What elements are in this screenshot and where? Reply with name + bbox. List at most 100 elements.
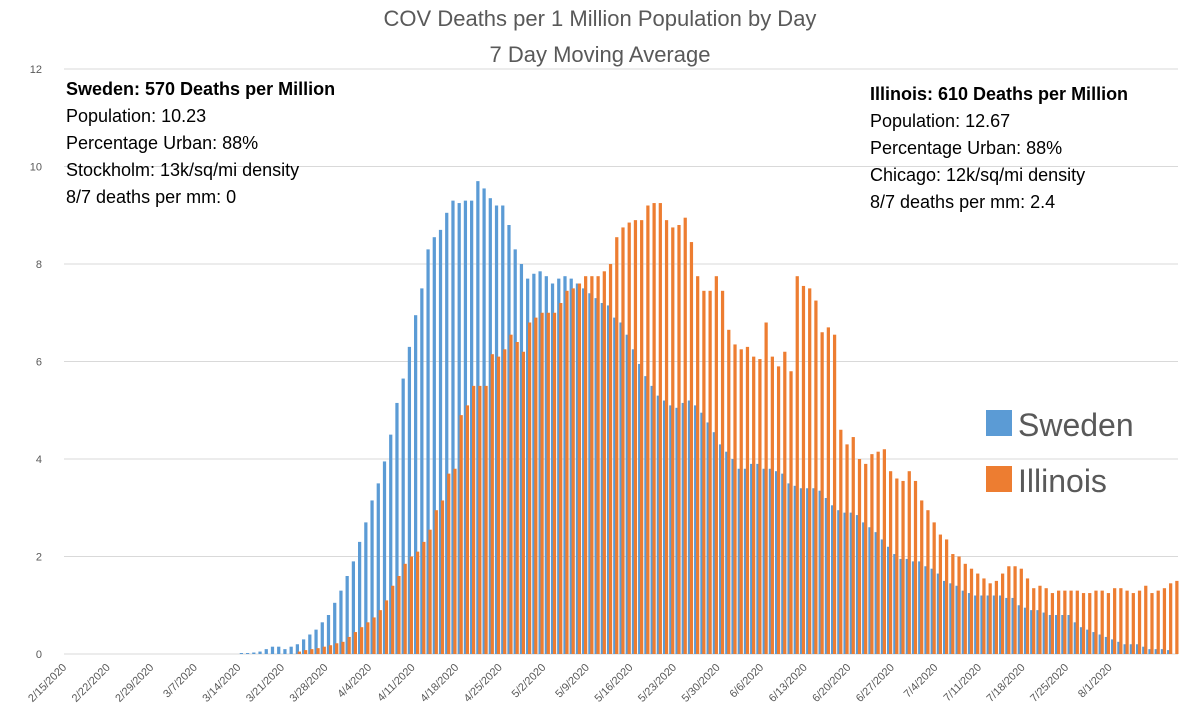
x-tick-label: 6/13/2020 bbox=[767, 662, 810, 705]
bar-illinois bbox=[615, 237, 619, 654]
bar-illinois bbox=[920, 500, 924, 654]
bar-illinois bbox=[391, 585, 395, 654]
sweden-annotation-line: Population: 10.23 bbox=[66, 106, 206, 126]
bar-sweden bbox=[706, 422, 710, 654]
bar-sweden bbox=[389, 434, 393, 655]
bar-illinois bbox=[1032, 588, 1036, 654]
bar-illinois bbox=[882, 449, 886, 654]
bar-illinois bbox=[708, 290, 712, 654]
illinois-annotation-line: 8/7 deaths per mm: 2.4 bbox=[870, 192, 1055, 212]
bar-sweden bbox=[700, 412, 704, 654]
bar-sweden bbox=[1167, 650, 1171, 654]
bar-sweden bbox=[333, 602, 337, 654]
bar-sweden bbox=[750, 463, 754, 655]
bar-sweden bbox=[270, 646, 275, 654]
bar-sweden bbox=[364, 522, 368, 655]
bar-illinois bbox=[1150, 593, 1154, 654]
bar-sweden bbox=[507, 225, 511, 654]
bar-sweden bbox=[563, 276, 567, 654]
bar-illinois bbox=[409, 556, 414, 654]
bar-sweden bbox=[451, 200, 455, 655]
bar-illinois bbox=[571, 288, 575, 655]
x-tick-label: 4/18/2020 bbox=[418, 662, 461, 705]
bar-illinois bbox=[1113, 588, 1117, 654]
bar-illinois bbox=[932, 522, 936, 655]
bar-sweden bbox=[308, 634, 312, 654]
bar-illinois bbox=[864, 463, 868, 655]
bar-illinois bbox=[689, 242, 694, 654]
bar-illinois bbox=[901, 480, 905, 654]
bar-illinois bbox=[540, 312, 544, 654]
bar-sweden bbox=[513, 249, 517, 654]
y-tick-label: 10 bbox=[30, 162, 42, 174]
bar-sweden bbox=[650, 385, 654, 655]
bar-illinois bbox=[1094, 590, 1098, 655]
bar-sweden bbox=[476, 181, 480, 654]
bar-sweden bbox=[992, 595, 997, 654]
bar-sweden bbox=[1086, 629, 1090, 655]
bar-illinois bbox=[845, 444, 849, 655]
bar-sweden bbox=[1104, 636, 1109, 654]
bar-sweden bbox=[326, 615, 331, 654]
bar-illinois bbox=[677, 225, 681, 654]
bar-sweden bbox=[731, 459, 735, 654]
bar-sweden bbox=[1148, 649, 1152, 655]
bar-illinois bbox=[870, 454, 874, 655]
bar-sweden bbox=[718, 444, 723, 655]
bar-sweden bbox=[961, 590, 965, 655]
bar-sweden bbox=[283, 649, 287, 655]
bar-sweden bbox=[382, 461, 387, 654]
bar-sweden bbox=[1011, 597, 1015, 654]
bar-illinois bbox=[764, 322, 768, 654]
bar-illinois bbox=[608, 264, 613, 654]
bar-sweden bbox=[301, 639, 306, 655]
bar-illinois bbox=[434, 510, 438, 654]
bar-sweden bbox=[818, 490, 822, 654]
bar-sweden bbox=[358, 541, 362, 655]
bar-illinois bbox=[969, 568, 974, 654]
x-tick-label: 7/4/2020 bbox=[902, 662, 941, 701]
bar-sweden bbox=[756, 463, 760, 655]
bar-sweden bbox=[737, 468, 741, 654]
bar-illinois bbox=[1125, 590, 1129, 655]
bar-illinois bbox=[440, 500, 445, 654]
bar-illinois bbox=[584, 276, 588, 654]
bar-sweden bbox=[494, 205, 499, 654]
bar-sweden bbox=[986, 595, 990, 654]
x-tick-label: 7/11/2020 bbox=[942, 662, 985, 705]
bar-sweden bbox=[1111, 639, 1115, 655]
bar-illinois bbox=[938, 534, 943, 654]
bar-illinois bbox=[801, 285, 806, 654]
bar-sweden bbox=[918, 561, 922, 655]
bar-illinois bbox=[913, 480, 918, 654]
bar-sweden bbox=[1142, 646, 1146, 654]
bar-sweden bbox=[768, 468, 772, 654]
bar-sweden bbox=[264, 649, 268, 655]
bar-illinois bbox=[696, 276, 700, 654]
bar-illinois bbox=[988, 583, 992, 654]
bar-sweden bbox=[320, 622, 324, 654]
x-tick-label: 8/1/2020 bbox=[1076, 662, 1115, 701]
bar-illinois bbox=[316, 648, 320, 654]
bar-illinois bbox=[621, 227, 625, 654]
bar-illinois bbox=[770, 356, 774, 655]
bar-illinois bbox=[1050, 593, 1055, 654]
bar-illinois bbox=[814, 300, 818, 654]
bar-sweden bbox=[656, 395, 660, 655]
bar-sweden bbox=[1023, 607, 1028, 654]
bar-illinois bbox=[559, 303, 563, 654]
bar-sweden bbox=[830, 505, 835, 654]
bar-illinois bbox=[1106, 593, 1111, 654]
legend-swatch-sweden bbox=[986, 410, 1012, 436]
bar-sweden bbox=[613, 317, 617, 654]
bar-sweden bbox=[911, 561, 916, 655]
bar-sweden bbox=[295, 644, 299, 654]
bar-sweden bbox=[849, 512, 853, 655]
bar-sweden bbox=[245, 653, 250, 654]
x-tick-label: 4/11/2020 bbox=[375, 662, 418, 705]
sweden-annotation: Sweden: 570 Deaths per Million Populatio… bbox=[66, 79, 335, 207]
bar-illinois bbox=[944, 539, 949, 654]
bar-illinois bbox=[602, 271, 606, 654]
bar-illinois bbox=[976, 573, 980, 654]
